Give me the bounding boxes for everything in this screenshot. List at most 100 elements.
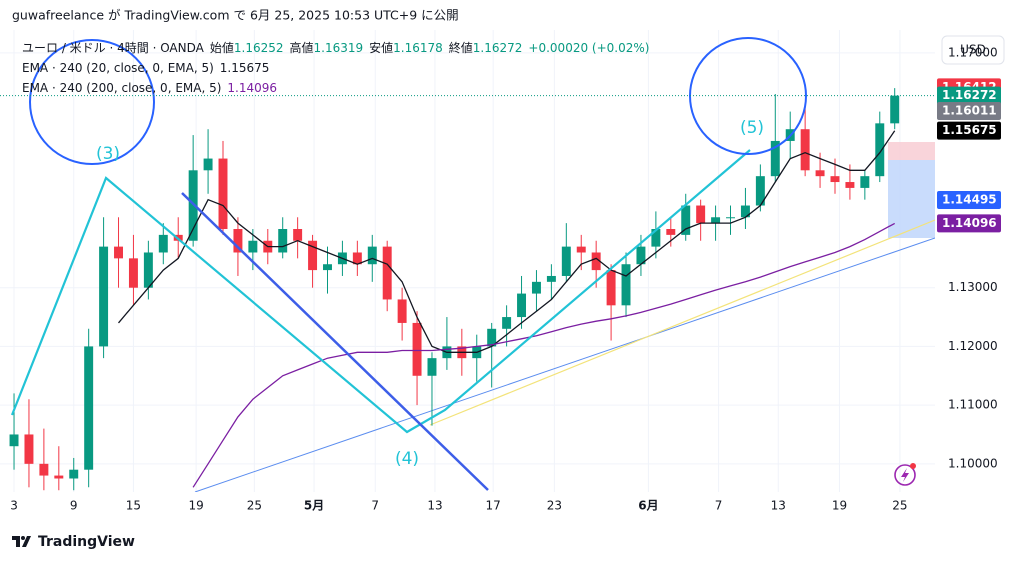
candle-body (158, 234, 168, 253)
candle-body (99, 246, 109, 347)
x-tick-label: 6月 (638, 499, 658, 513)
y-tick-label: 1.11000 (948, 398, 998, 412)
y-tick-label: 1.13000 (948, 280, 998, 294)
ohlc-label: 高値 (290, 40, 314, 55)
candle-body (248, 240, 258, 253)
candles (9, 88, 900, 491)
candle-body (576, 246, 586, 253)
candle-body (9, 434, 19, 447)
candle-body (233, 229, 243, 253)
candle-body (890, 95, 900, 124)
candle-body (54, 475, 64, 479)
y-tick-label: 1.10000 (948, 456, 998, 470)
candle-body (39, 463, 49, 476)
candle-body (845, 182, 855, 188)
candle-body (815, 170, 825, 177)
candle-body (382, 246, 392, 300)
candle-body (69, 469, 79, 479)
candle-body (397, 299, 407, 323)
candle-body (860, 176, 870, 188)
candle-body (770, 140, 780, 177)
x-tick-label: 23 (547, 499, 562, 513)
ema-line (118, 130, 896, 353)
price-tag-label: 1.15675 (942, 123, 997, 137)
drawings (194, 142, 935, 492)
price-tag (937, 214, 1001, 233)
y-tick-label: 1.12000 (948, 339, 998, 353)
candle-body (427, 358, 437, 376)
currency[interactable]: USD (960, 43, 986, 57)
price-tag (937, 101, 1001, 120)
candle-body (606, 270, 616, 306)
currency-button[interactable] (941, 35, 1005, 65)
candle-body (308, 240, 318, 271)
x-tick-label: 3 (10, 499, 18, 513)
legend-value: 1.15675 (220, 61, 270, 75)
candle-body (621, 264, 631, 306)
candle-body (531, 281, 541, 294)
ohlc-label: 安値 (369, 40, 393, 55)
candle-body (323, 264, 332, 271)
x-tick-label: 7 (371, 499, 379, 513)
candle-body (696, 205, 706, 224)
x-tick-label: 13 (771, 499, 786, 513)
symbol: ユーロ / 米ドル · 4時間 · OANDA (22, 41, 205, 55)
publish-header: guwafreelance が TradingView.com で 6月 25,… (12, 8, 459, 23)
price-tag-label: 1.16011 (942, 103, 997, 117)
trend-line (194, 237, 935, 492)
candle-body (636, 246, 646, 265)
candle-body (218, 158, 228, 230)
legend-name: EMA · 240 (200, close, 0, EMA, 5) (22, 81, 221, 95)
price-tag-label: 1.16272 (942, 88, 997, 102)
price-tag-label: 1.14495 (942, 192, 997, 206)
x-tick-label: 25 (247, 499, 262, 513)
ema-line (192, 222, 896, 488)
wave-label: (5) (740, 118, 764, 138)
candle-body (755, 176, 765, 206)
wave-label: (4) (395, 449, 419, 469)
candle-body (487, 328, 497, 347)
x-tick-label: 15 (126, 499, 141, 513)
legend-ema: EMA · 240 (200, close, 0, EMA, 5) 1.14096 (22, 81, 277, 95)
ohlc-value: 1.16319 (314, 41, 364, 55)
risk-box (888, 142, 935, 160)
change: +0.00020 (+0.02%) (528, 41, 649, 55)
legend-main: ユーロ / 米ドル · 4時間 · OANDA 始値1.16252 高値1.1631… (22, 40, 649, 55)
channel-line (181, 192, 489, 491)
elliott-wave (10, 149, 751, 434)
candle-body (561, 246, 571, 276)
alert-icon[interactable] (894, 463, 916, 486)
candle-body (800, 129, 810, 171)
ohlc-value: 1.16252 (234, 41, 284, 55)
candle-body (591, 252, 601, 271)
x-tick-label: 9 (70, 499, 78, 513)
candle-body (502, 317, 512, 329)
price-tag (937, 121, 1001, 140)
wave-label: (3) (96, 144, 120, 164)
candle-body (293, 229, 303, 241)
price-tag (937, 190, 1001, 209)
candle-body (740, 205, 750, 218)
ohlc-label: 終値 (449, 40, 473, 55)
candle-body (726, 217, 735, 219)
price-tag-label: 1.14096 (942, 216, 997, 230)
legend-ema: EMA · 240 (20, close, 0, EMA, 5) 1.15675 (22, 61, 269, 75)
x-tick-label: 19 (832, 499, 847, 513)
candle-body (278, 229, 288, 253)
brand: TradingView (38, 534, 135, 550)
x-tick-label: 5月 (304, 499, 324, 513)
x-tick-label: 7 (715, 499, 723, 513)
grid (0, 30, 935, 492)
x-tick-label: 17 (486, 499, 501, 513)
candle-body (352, 252, 362, 265)
x-tick-label: 19 (188, 499, 203, 513)
candle-body (84, 346, 94, 470)
candle-body (143, 252, 153, 288)
candle-body (114, 246, 123, 259)
candle-body (681, 205, 691, 235)
highlight-circle (29, 39, 155, 165)
candle-body (666, 229, 676, 235)
ohlc-label: 始値 (210, 40, 234, 55)
x-tick-label: 25 (892, 499, 907, 513)
